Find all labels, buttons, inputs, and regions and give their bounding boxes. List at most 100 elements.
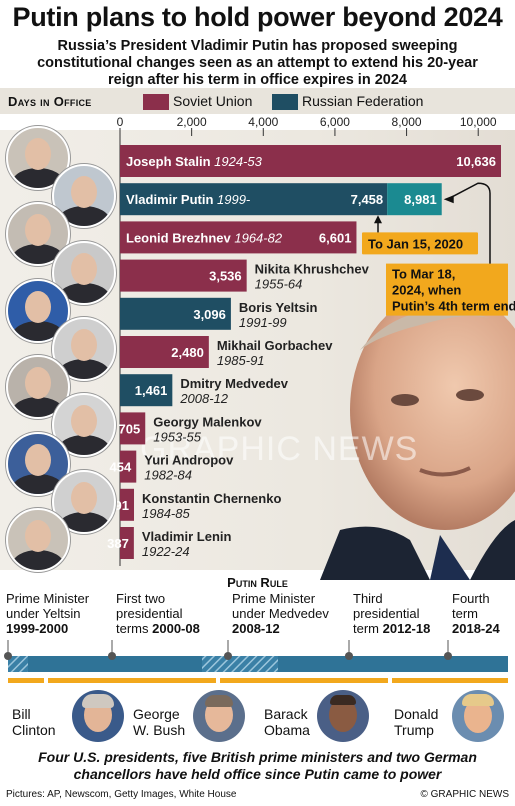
period-text: Prime Minister [232,591,316,606]
us-term-trump [392,678,508,683]
bar-years-label: 1922-24 [142,544,190,559]
leader-portrait [52,240,116,305]
legend-swatch-soviet [143,94,169,111]
callout-text-mar2024: 2024, when [392,283,461,298]
bar-name-label: Georgy Malenkov [153,414,262,429]
timeline-dot [108,652,116,660]
bar-value-label: 7,458 [351,192,384,207]
portrait-face [25,367,51,400]
timeline-dot [444,652,452,660]
bar-joseph-stalin [120,145,501,177]
period-text: under Medvedev [232,606,329,621]
portrait-suit [58,206,110,227]
footer-line: chancellors have held office since Putin… [73,766,442,782]
period-text: term [452,606,478,621]
period-years: 2012-18 [382,621,431,636]
leader-portrait [6,202,70,267]
bar-value-label: 6,601 [319,230,352,245]
bar-years-label: 1985-91 [217,353,265,368]
copyright: © GRAPHIC NEWS [420,789,510,800]
timeline-segment-pm [8,656,28,672]
footer-line: Four U.S. presidents, five British prime… [38,749,477,765]
bar-name-label: Vladimir Lenin [142,529,232,544]
subtitle-line: Russia’s President Vladimir Putin has pr… [57,38,458,54]
legend-label-soviet: Soviet Union [173,93,253,109]
page-title: Putin plans to hold power beyond 2024 [12,2,503,32]
photo-credits: Pictures: AP, Newscom, Getty Images, Whi… [6,789,237,800]
bar-yuri-andropov [120,450,137,483]
portrait-face [71,176,97,209]
putin-rule-timeline [4,640,508,683]
portrait-suit [12,168,64,188]
president-name: Barack [264,706,308,722]
period-years: 2018-24 [452,621,500,636]
period-first-terms: First two presidential terms 2000-08 [116,591,200,636]
president-name: George [133,706,180,722]
bar-konstantin-chernenko [120,488,135,521]
period-third-term: Third presidential term 2012-18 [353,591,430,636]
president-bush: George W. Bush [133,706,185,738]
putin-photo [320,290,515,580]
bar-name-label: Joseph Stalin 1924-53 [126,154,263,169]
bar-value-label: 3,536 [209,269,242,284]
putin-rule-title: Putin Rule [227,575,288,590]
legend-russia: Russian Federation [272,92,424,111]
portrait-face [25,214,51,247]
us-term-bush [48,678,216,683]
callout-arrow-mar2024 [447,182,491,264]
bar-leonid-brezhnev [120,221,357,254]
callout-text-jan2020: To Jan 15, 2020 [368,236,463,251]
leader-portrait [6,508,70,572]
portrait-suit [12,550,64,570]
legend-soviet: Soviet Union [143,92,253,111]
portrait-suit [58,282,110,303]
period-years: 2008-12 [232,621,280,636]
legend-label-russia: Russian Federation [302,93,424,109]
bar-name-label: Mikhail Gorbachev [217,338,333,353]
portrait-face [25,290,51,323]
period-text: under Yeltsin [6,606,81,621]
period-text: Prime Minister [6,591,90,606]
bar-dmitry-medvedev [120,374,173,407]
callout-box-mar2024 [386,263,508,316]
timeline-segment-president [278,656,508,672]
us-term-obama [220,678,388,683]
president-obama: Barack Obama [264,706,310,738]
bar-nikita-khrushchev [120,259,247,292]
x-tick-label: 6,000 [320,115,350,129]
portrait-suit [58,511,110,532]
president-name: Obama [264,722,310,738]
president-name: Trump [394,722,434,738]
portrait-suit [58,435,110,456]
bar-years-label: 1984-85 [142,506,190,521]
callout-arrowhead-jan2020 [374,215,382,224]
period-text: term [353,621,379,636]
callout-arrowhead-mar2024 [443,195,454,204]
bar-mikhail-gorbachev [120,336,209,368]
portrait-face [25,138,51,170]
bar-name-label: Vladimir Putin 1999- [126,192,251,207]
bar-years-label: 1999- [217,192,251,207]
portrait-face [71,252,97,285]
bar-value-label: 705 [119,421,141,436]
callout-text-mar2024: To Mar 18, [392,267,455,282]
bar-name-label: Dmitry Medvedev [180,376,288,391]
callout-box-jan2020 [362,232,478,255]
bar-georgy-malenkov [120,412,146,445]
portrait-face [71,481,97,514]
president-name: Clinton [12,722,56,738]
bar-vladimir-lenin [120,527,134,559]
portrait-face [71,329,97,361]
bar-years-label: 1924-53 [214,154,262,169]
president-clinton: Bill Clinton [12,706,56,738]
period-fourth-term: Fourth term 2018-24 [452,591,500,636]
page-subtitle: Russia’s President Vladimir Putin has pr… [10,38,505,89]
portrait-suit [12,397,64,418]
president-name: Donald [394,706,439,722]
bar-value-label: 387 [107,536,129,551]
bar-vladimir-putin [120,183,388,216]
legend-swatch-russia [272,94,298,111]
period-text: Third [353,591,383,606]
portrait-suit [58,359,110,379]
president-trump: Donald Trump [394,706,438,738]
